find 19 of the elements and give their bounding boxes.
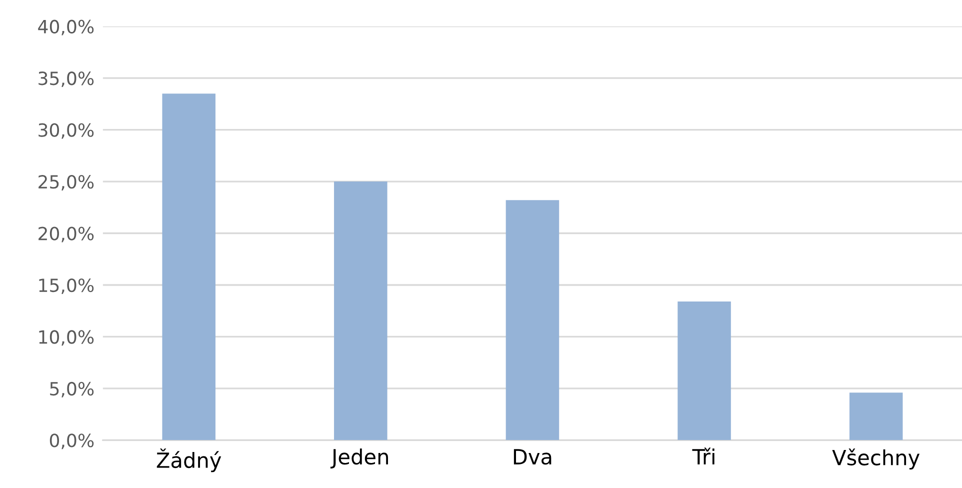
bar bbox=[334, 182, 388, 440]
bar bbox=[849, 392, 903, 440]
y-tick-label: 15,0% bbox=[39, 278, 94, 294]
x-tick-label: Tři bbox=[692, 448, 714, 464]
y-tick-label: 35,0% bbox=[38, 72, 94, 88]
y-tick-label: 25,0% bbox=[38, 174, 94, 190]
y-tick-label: 20,0% bbox=[38, 226, 94, 242]
x-tick-label: Žádný bbox=[156, 448, 222, 472]
bar bbox=[506, 200, 560, 440]
y-tick-label: 30,0% bbox=[38, 123, 94, 139]
bar bbox=[678, 302, 731, 440]
y-tick-label: 5,0% bbox=[50, 382, 94, 398]
x-tick-label: Jeden bbox=[330, 448, 388, 469]
y-tick-label: 10,0% bbox=[39, 330, 94, 346]
y-tick-label: 0,0% bbox=[50, 434, 94, 450]
y-tick-label: 40,0% bbox=[38, 20, 94, 36]
x-tick-label: Všechny bbox=[832, 448, 920, 470]
x-tick-label: Dva bbox=[514, 449, 552, 465]
bar bbox=[162, 94, 216, 440]
